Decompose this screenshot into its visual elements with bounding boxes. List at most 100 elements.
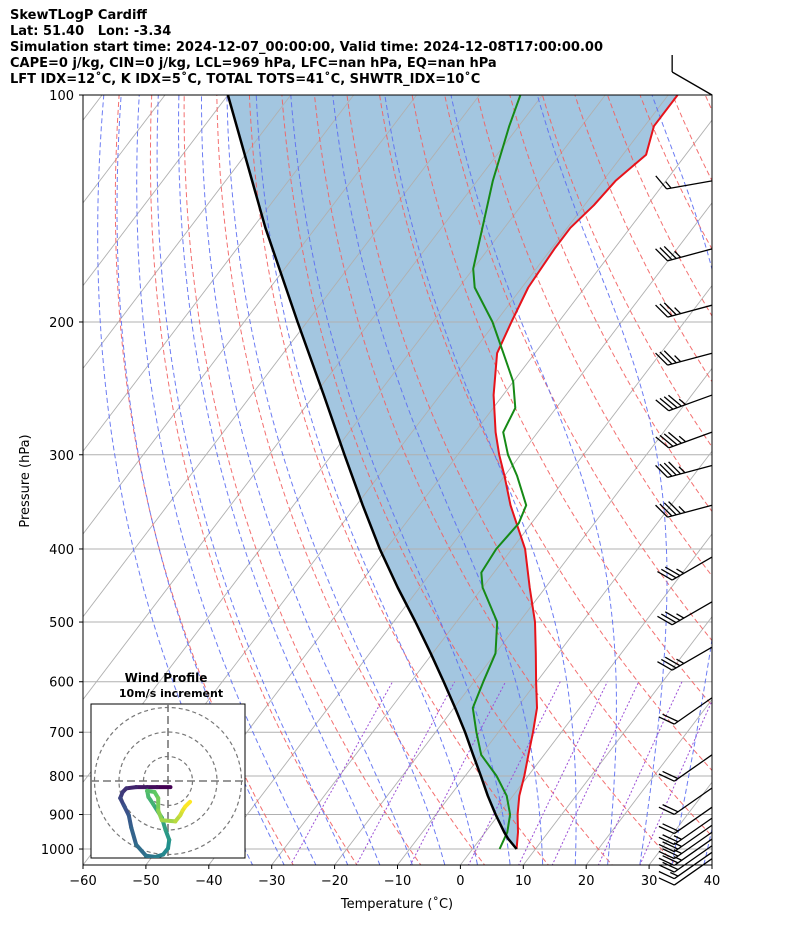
dry-adiabat: [770, 95, 794, 880]
barb-staff: [673, 806, 713, 835]
barb-flag: [663, 246, 677, 259]
barb-flag: [663, 433, 678, 446]
isotherm: [271, 284, 712, 865]
barb-flag: [658, 870, 675, 880]
wind-barb: [658, 787, 713, 815]
barb-half-flag: [673, 842, 682, 848]
barb-staff: [671, 646, 713, 671]
barb-flag: [659, 434, 674, 447]
barb-staff: [667, 504, 713, 518]
barb-flag: [663, 502, 677, 516]
x-axis: −60 −50 −40 −30 −20 −10 0 10 20 30 40: [69, 865, 720, 889]
barb-flag: [659, 303, 673, 317]
wind-barb: [658, 858, 713, 886]
index-line: LFT IDX=12˚C, K IDX=5˚C, TOTAL TOTS=41˚C…: [10, 72, 481, 87]
barb-half-flag: [678, 398, 687, 406]
wind-barb: [655, 431, 713, 449]
mixing-ratio-line: [639, 699, 712, 865]
barb-flag: [663, 396, 678, 409]
dry-adiabat: [411, 95, 712, 707]
barb-flag: [662, 770, 679, 780]
mixing-ratio-line: [551, 681, 640, 865]
barb-staff: [667, 464, 713, 479]
barb-flag: [658, 806, 675, 815]
y-tick-label: 1000: [41, 843, 74, 858]
barb-flag: [658, 836, 675, 846]
dry-adiabat: [476, 95, 712, 577]
moist-adiabat: [178, 95, 381, 865]
barb-half-flag: [674, 250, 682, 258]
wind-barb: [671, 55, 713, 96]
wind-barb: [658, 845, 713, 873]
hodograph-segment: [183, 799, 193, 809]
barb-flag: [662, 804, 679, 813]
barb-flag: [661, 613, 677, 624]
x-tick-label: 30: [641, 874, 658, 889]
isotherm: [208, 202, 712, 865]
hodograph-inset: Wind Profile 10m/s increment: [90, 671, 246, 859]
barb-flag: [655, 399, 670, 412]
wind-barb: [657, 646, 713, 671]
wind-barbs: [655, 55, 713, 886]
wind-barb: [658, 697, 713, 725]
dry-adiabat: [216, 95, 486, 865]
barb-flag: [658, 773, 675, 782]
dry-adiabat: [281, 95, 613, 865]
wind-barb: [658, 851, 713, 880]
isotherm: [763, 95, 794, 880]
cape-cin-area: [227, 95, 678, 849]
x-tick-label: −10: [384, 874, 411, 889]
barb-flag: [659, 503, 673, 517]
barb-staff: [673, 831, 713, 860]
y-tick-label: 800: [49, 770, 74, 785]
wind-barb: [658, 831, 713, 860]
location-line: Lat: 51.40 Lon: -3.34: [10, 24, 172, 39]
y-tick-label: 300: [49, 449, 74, 464]
barb-half-flag: [673, 856, 682, 861]
barb-half-flag: [670, 871, 679, 877]
barb-staff: [673, 858, 713, 886]
dry-adiabat: [639, 95, 712, 251]
barb-flag: [657, 661, 673, 671]
barb-staff: [673, 851, 713, 880]
barb-flag: [658, 857, 675, 867]
barb-half-flag: [674, 307, 682, 315]
barb-staff: [668, 394, 713, 412]
moist-adiabat: [732, 95, 794, 880]
hodograph-segment: [134, 842, 148, 858]
moist-adiabat: [290, 95, 511, 865]
dry-adiabat: [574, 95, 712, 383]
moist-adiabat: [136, 95, 317, 865]
moist-adiabat: [255, 95, 479, 865]
parcel-line: [226, 95, 518, 850]
isotherm: [83, 95, 103, 121]
dry-adiabat: [541, 95, 712, 448]
barb-flag: [668, 501, 682, 515]
dry-adiabat: [509, 95, 712, 513]
barb-half-flag: [678, 466, 686, 474]
y-tick-label: 900: [49, 809, 74, 824]
barb-flag: [659, 351, 673, 365]
barb-staff: [671, 601, 713, 626]
wind-barb: [658, 838, 713, 867]
barb-flag: [657, 615, 673, 626]
barb-staff: [673, 838, 713, 866]
barb-half-flag: [674, 355, 682, 363]
dewpoint-line: [471, 95, 528, 850]
barb-flag: [662, 861, 679, 871]
x-tick-label: 40: [704, 874, 721, 889]
barb-half-flag: [676, 658, 685, 665]
isotherm: [83, 95, 480, 618]
isotherm: [83, 95, 229, 287]
isotherm: [396, 450, 712, 865]
barb-staff: [668, 431, 713, 449]
barb-flag: [658, 864, 675, 873]
mixing-ratio-line: [290, 681, 394, 865]
chart-header: SkewTLogP Cardiff Lat: 51.40 Lon: -3.34 Si…: [10, 8, 603, 88]
barb-staff: [667, 248, 713, 262]
x-tick-label: 20: [578, 874, 595, 889]
barb-flag: [664, 566, 681, 577]
barb-flag: [661, 568, 677, 579]
time-line: Simulation start time: 2024-12-07_00:00:…: [10, 40, 603, 55]
barb-flag: [658, 716, 675, 725]
